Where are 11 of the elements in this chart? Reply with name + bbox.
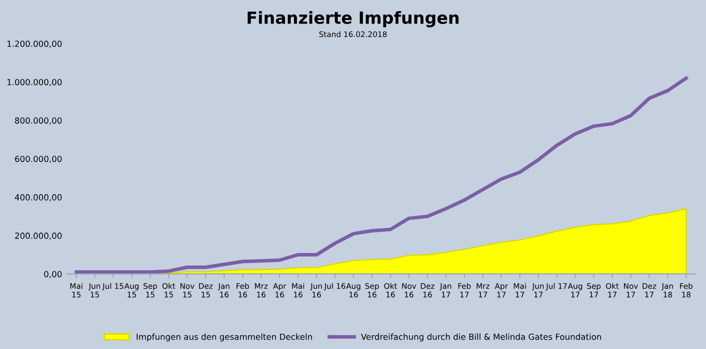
y-tick-label: 400.000,00 xyxy=(14,194,62,202)
y-tick-label: 200.000,00 xyxy=(15,232,62,240)
y-tick-label: 800.000,00 xyxy=(15,117,62,125)
line-series xyxy=(74,76,688,274)
y-tick-label: 600.000,00 xyxy=(15,156,62,163)
y-tick-label: 1.000.000,00 xyxy=(7,78,62,86)
chart-title: Finanzierte Impfungen xyxy=(248,11,459,28)
legend-label: Impfungen aus den gesammelten Deckeln xyxy=(136,333,312,342)
legend-label: Verdreifachung durch die Bill & Melinda Gates Foundation xyxy=(361,333,601,342)
y-tick-label: 0,00 xyxy=(44,270,62,278)
y-tick-label: 1.200.000,00 xyxy=(7,40,62,48)
